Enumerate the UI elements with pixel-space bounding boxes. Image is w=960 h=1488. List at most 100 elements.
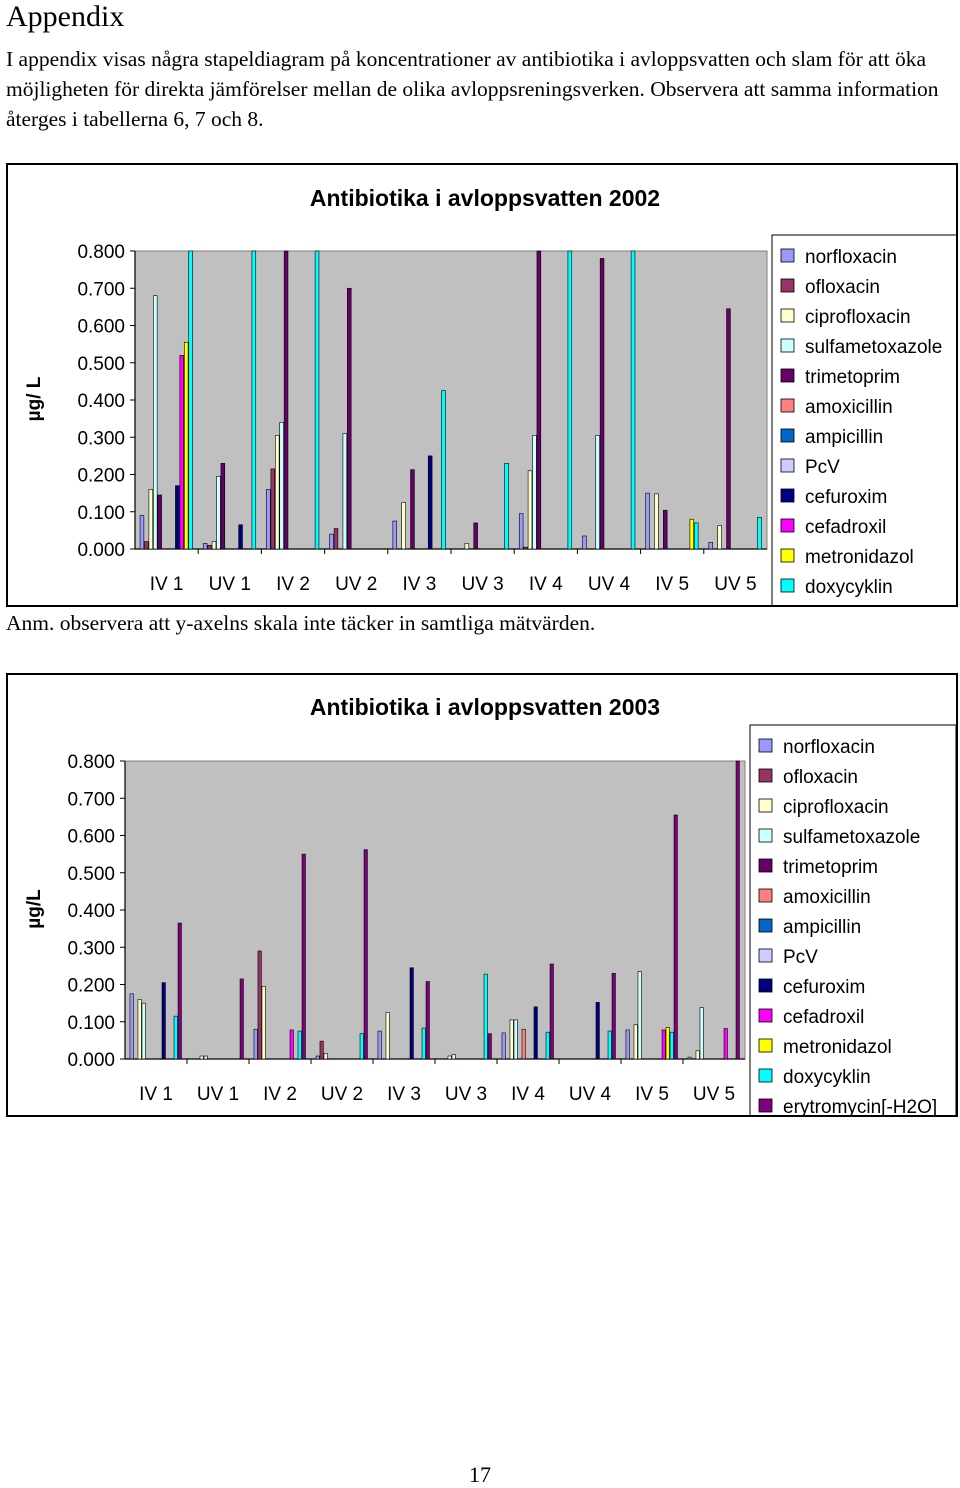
chart-2003-bar-ciprofloxacin [199,1055,204,1060]
chart-2002-bar-ciprofloxacin [211,541,217,550]
chart-2002-bar-norfloxacin [582,535,587,550]
chart-2002-bar-sulfametoxazole [279,422,284,550]
chart-2002-bar-norfloxacin [329,533,334,550]
chart-2002-bar-ciprofloxacin [148,489,154,550]
chart-2003-category-label: UV 5 [693,1084,735,1105]
chart-2002-bar-trimetoprim [283,250,289,550]
chart-2003-y-tick-label: 0.500 [67,864,115,885]
chart-2003-bar-cefuroxim [595,1002,600,1060]
chart-2002-legend-swatch [780,308,795,323]
chart-2003-legend-swatch [758,858,773,873]
chart-2002-bar-ofloxacin [144,541,149,550]
chart-2003-y-tick-label: 0.000 [67,1050,115,1071]
chart-2003-y-tick-label: 0.700 [67,789,115,810]
chart-2003-bar-sulfametoxazole [637,971,642,1060]
chart-2002-legend-label: ampicillin [805,427,883,448]
chart-2003-title: Antibiotika i avloppsvatten 2003 [310,694,660,720]
chart-2002-legend-label: amoxicillin [805,397,893,418]
chart-2003-legend-swatch [758,948,773,963]
chart-2003-legend-label: ciprofloxacin [783,797,889,818]
chart-2002-legend-swatch [780,338,795,353]
chart-2003-y-tick-label: 0.600 [67,827,115,848]
chart-2002-bar-ofloxacin [270,468,276,550]
page-heading: Appendix [6,0,125,33]
chart-2003-bar-cefuroxim [161,982,166,1060]
chart-2002-bar-ciprofloxacin [464,543,470,550]
chart-2002-bar-ofloxacin [207,544,212,550]
chart-2003-bar-ciprofloxacin [137,999,142,1060]
chart-2003-category-label: IV 3 [387,1084,421,1105]
axis-scale-note: Anm. observera att y-axelns skala inte t… [6,611,596,635]
chart-2003-bar-doxycyklin [297,1030,302,1060]
chart-2002-legend-swatch [780,488,795,503]
chart-2002-bar-trimetoprim [536,250,542,550]
chart-2003-legend-label: cefadroxil [783,1007,864,1028]
chart-2003-legend-label: metronidazol [783,1037,892,1058]
chart-2003-legend-label: cefuroxim [783,977,865,998]
chart-2002-bar-trimetoprim [220,463,226,550]
chart-2002-bar-norfloxacin [518,513,524,550]
chart-2002-y-tick-label: 0.100 [77,503,125,524]
chart-2003-bar-sulfametoxazole [699,1007,704,1060]
chart-2002-bar-ciprofloxacin [401,502,406,550]
chart-2002-bar-ciprofloxacin [717,525,722,550]
chart-2003-bar-cefuroxim [533,1006,538,1060]
chart-2002-bar-doxycyklin [694,522,699,550]
chart-2003-bar-erytromycin-h2o- [673,814,678,1060]
chart-2002-bar-ciprofloxacin [654,493,659,550]
chart-2003-svg: Antibiotika i avloppsvatten 2003 µg/L 0.00… [24,694,956,1115]
chart-2002-legend [771,234,956,605]
chart-2002-legend-swatch [780,368,795,383]
chart-2002-legend-label: norfloxacin [805,247,897,268]
chart-2003-plot-area [124,760,746,1060]
chart-2003-bar-erytromycin-h2o- [425,981,430,1060]
chart-2002-category-label: IV 2 [276,574,310,595]
chart-2003-y-tick-label: 0.100 [67,1013,115,1034]
chart-2002-legend-swatch [780,458,795,473]
chart-2002-bar-trimetoprim [157,494,162,550]
chart-2003-bar-norfloxacin [253,1028,258,1060]
chart-2003-bar-cefadroxil [661,1029,666,1060]
chart-2003-legend-swatch [758,1008,773,1023]
chart-2002-y-axis-label: µg/ L [24,376,45,421]
chart-2002-legend-label: doxycyklin [805,577,893,598]
chart-2003-bar-ciprofloxacin [261,986,266,1060]
chart-2002-category-label: IV 3 [402,574,436,595]
chart-2002-category-label: IV 1 [150,574,184,595]
chart-2002-bar-norfloxacin [645,492,650,550]
chart-2003-bar-ofloxacin [319,1040,324,1060]
chart-2003-bar-norfloxacin [501,1032,506,1060]
chart-2002-bar-trimetoprim [410,469,415,550]
chart-2002-category-label: UV 5 [714,574,756,595]
chart-2003-bar-doxycyklin [421,1027,426,1060]
chart-2003-bar-norfloxacin [377,1030,382,1060]
chart-2003-legend-label: sulfametoxazole [783,827,920,848]
chart-2002-legend-label: ciprofloxacin [805,307,911,328]
chart-2003-bar-cefuroxim [409,967,414,1060]
chart-2003-legend-swatch [758,828,773,843]
chart-2002-bar-doxycyklin [314,250,320,550]
chart-2002-y-tick-label: 0.500 [77,354,125,375]
chart-2002-legend-label: PcV [805,457,840,478]
chart-2002-bar-ciprofloxacin [275,435,280,550]
chart-2003-legend-swatch [758,888,773,903]
chart-2002-legend-label: cefuroxim [805,487,887,508]
chart-2003-legend-label: PcV [783,947,818,968]
chart-2003-bar-ciprofloxacin [509,1019,514,1060]
chart-2003-bar-sulfametoxazole [203,1055,208,1060]
chart-2002-title: Antibiotika i avloppsvatten 2002 [310,185,660,211]
chart-2003-y-tick-label: 0.400 [67,901,115,922]
chart-2002-bar-doxycyklin [441,390,446,550]
chart-2002-bar-norfloxacin [392,520,397,550]
chart-2002-bar-metronidazol [689,518,695,550]
chart-2003-bar-doxycyklin [173,1015,178,1060]
chart-2003-legend-swatch [758,1098,773,1113]
chart-2003-bar-erytromycin-h2o- [735,760,740,1060]
chart-2002-bar-trimetoprim [726,308,731,550]
chart-2002-bar-ofloxacin [333,528,339,550]
chart-2003-bar-norfloxacin [129,993,134,1060]
chart-2002-legend-swatch [780,248,795,263]
chart-2003-bar-sulfametoxazole [513,1019,518,1060]
chart-2002-y-tick-label: 0.800 [77,242,125,263]
chart-2002-plot-area [134,250,768,550]
